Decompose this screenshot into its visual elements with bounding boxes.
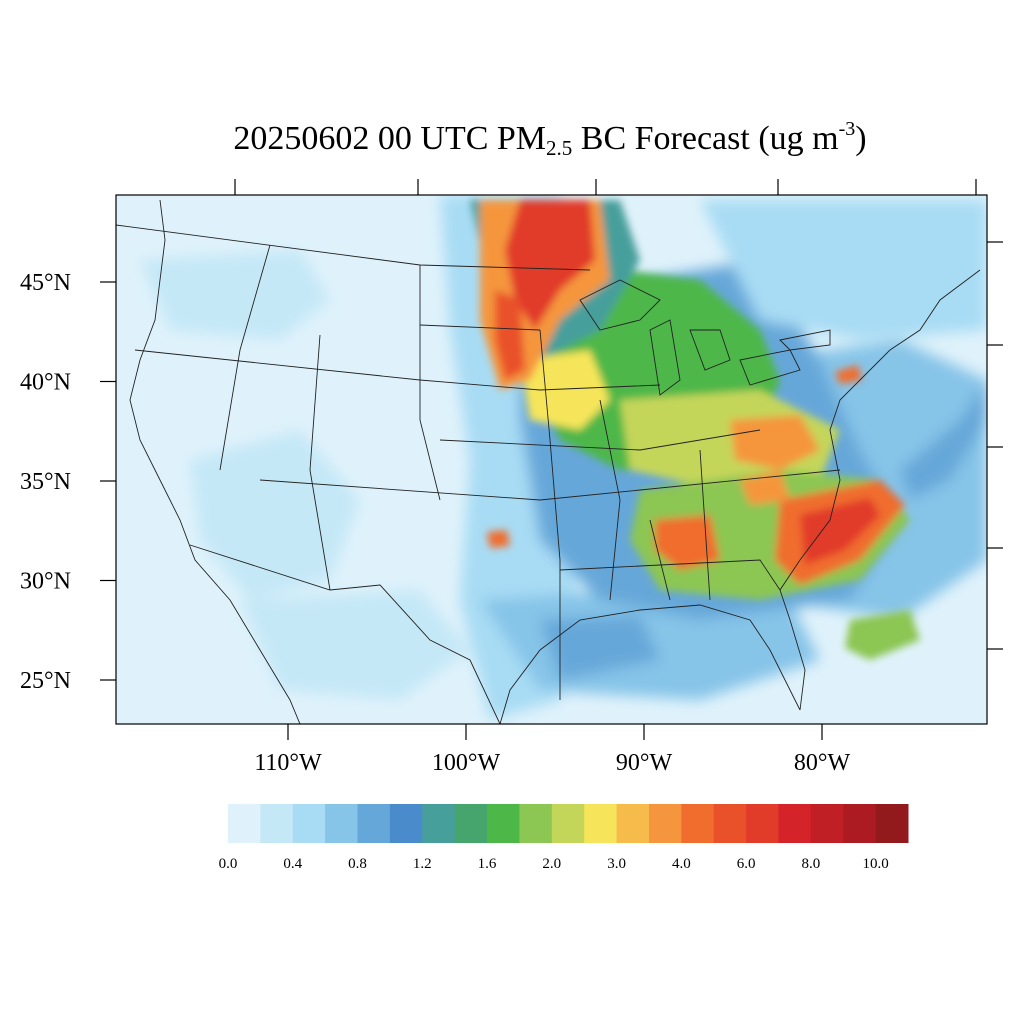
colorbar-swatch-3 [325, 804, 359, 843]
field-plume-red [505, 200, 595, 330]
coastline-gulf [499, 604, 801, 724]
map-title: 20250602 00 UTC PM2.5 BC Forecast (ug m-… [0, 118, 1024, 161]
colorbar-swatch-4 [357, 804, 391, 843]
longitude-ticks: 110°W 100°W 90°W 80°W [254, 724, 850, 776]
field-gulf-coast-blue [540, 615, 660, 680]
field-florida-patch [845, 610, 920, 660]
title-tz: UTC [420, 120, 489, 157]
latitude-ticks: 45°N 40°N 35°N 30°N 25°N [20, 270, 116, 694]
colorbar-label-1: 0.4 [283, 856, 302, 872]
title-unit-open: (ug m [758, 120, 839, 157]
title-species: BC Forecast [580, 120, 750, 157]
colorbar-label-8: 6.0 [737, 856, 756, 872]
state-line-c [419, 265, 441, 501]
colorbar-label-0: 0.0 [219, 856, 238, 872]
colorbar-swatch-1 [260, 804, 294, 843]
colorbar-swatch-17 [778, 804, 812, 843]
colorbar-label-5: 2.0 [542, 856, 561, 872]
field-nyc-hotspot [835, 365, 862, 384]
colorbar-swatch-20 [875, 804, 909, 843]
field-iowa-yellow [520, 350, 610, 430]
state-line-j [649, 449, 711, 601]
colorbar-label-10: 10.0 [862, 856, 888, 872]
state-line-a [219, 244, 271, 471]
state-line-e [259, 469, 841, 501]
colorbar-swatch-9 [519, 804, 553, 843]
lat-tick-label-2: 35°N [20, 469, 71, 495]
lon-tick-label-1: 100°W [432, 750, 501, 776]
colorbar-swatch-18 [810, 804, 844, 843]
colorbar-swatch-12 [616, 804, 650, 843]
map-outlines [116, 199, 981, 724]
coastline-east [779, 269, 981, 711]
field-northeast-blue [700, 200, 987, 340]
top-ticks [234, 179, 977, 195]
map-frame [115, 194, 988, 725]
field-west-patch-b [190, 430, 360, 600]
field-atlantic-arc [900, 380, 987, 500]
field-virginia-orange [730, 415, 820, 470]
coastline-west [129, 199, 301, 724]
colorbar-swatch-6 [422, 804, 456, 843]
state-line-d [134, 349, 661, 391]
colorbar-swatch-16 [746, 804, 779, 843]
colorbar-label-6: 3.0 [607, 856, 626, 872]
state-line-b [309, 334, 331, 591]
field-georgia-orange [655, 515, 720, 570]
lat-tick-label-3: 30°N [20, 569, 71, 595]
border-mexico [189, 544, 501, 724]
colorbar-label-2: 0.8 [348, 856, 367, 872]
colorbar-swatch-14 [681, 804, 715, 843]
field-west-patch-c [240, 590, 470, 700]
state-line-h [419, 324, 761, 451]
colorbar-swatch-2 [292, 804, 326, 843]
title-unit-superscript: -3 [838, 118, 856, 140]
colorbar-swatch-19 [843, 804, 877, 843]
colorbar-swatch-5 [389, 804, 423, 843]
colorbar-label-9: 8.0 [801, 856, 820, 872]
colorbar-swatch-15 [713, 804, 747, 843]
colorbar-swatch-7 [454, 804, 488, 843]
colorbar-swatch-0 [228, 804, 261, 843]
lat-tick-label-0: 45°N [20, 270, 71, 296]
lon-tick-label-2: 90°W [616, 750, 673, 776]
colorbar-labels: 0.0 0.4 0.8 1.2 1.6 2.0 3.0 4.0 6.0 8.0 10.0 [219, 856, 889, 872]
colorbar [228, 804, 909, 843]
title-pm: PM [496, 120, 547, 157]
lon-tick-label-0: 110°W [254, 750, 322, 776]
colorbar-label-4: 1.6 [478, 856, 497, 872]
title-date: 20250602 [233, 120, 370, 157]
field-carolina-red [800, 498, 880, 565]
lon-tick-label-3: 80°W [794, 750, 851, 776]
lat-tick-label-1: 40°N [20, 370, 71, 396]
title-hour: 00 [377, 120, 412, 157]
field-texas-hotspot [487, 530, 510, 548]
state-line-f [539, 329, 561, 700]
right-ticks [987, 241, 1003, 650]
great-lakes [579, 279, 831, 396]
colorbar-swatch-11 [584, 804, 618, 843]
title-unit-close: ) [855, 120, 867, 157]
colorbar-swatch-10 [551, 804, 585, 843]
state-line-g [599, 399, 621, 601]
state-line-i [559, 559, 781, 591]
colorbar-swatch-8 [487, 804, 520, 843]
title-pm-subscript: 2.5 [546, 136, 573, 160]
field-plume-red-west [495, 290, 525, 380]
colorbar-label-7: 4.0 [672, 856, 691, 872]
colorbar-label-3: 1.2 [413, 856, 432, 872]
colorbar-swatch-13 [648, 804, 682, 843]
field-west-patch-a [140, 250, 330, 340]
lat-tick-label-4: 25°N [20, 668, 71, 694]
